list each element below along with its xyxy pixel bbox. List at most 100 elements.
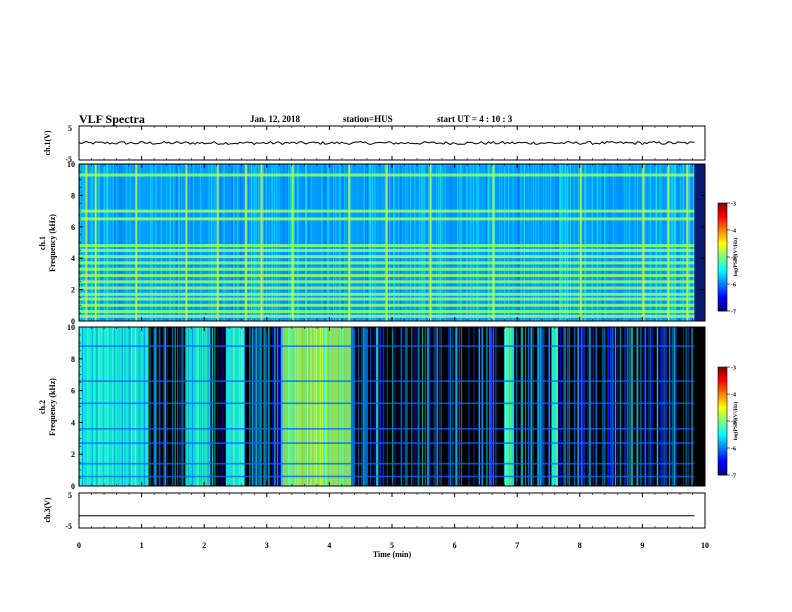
x-tick-label: 7 xyxy=(515,541,519,550)
colorbar-tick-label: -5 xyxy=(731,256,736,262)
ch1-noise-column xyxy=(383,164,385,321)
ch2-noise-column xyxy=(628,327,630,486)
ch1-noise-column xyxy=(306,164,307,321)
ch1-noise-column xyxy=(193,164,194,321)
ch1-noise-column xyxy=(670,164,672,321)
colorbar-segment xyxy=(718,275,727,278)
ch1-noise-column xyxy=(262,164,264,321)
ch2-spectrogram-ytick-label: 0 xyxy=(71,482,75,491)
ch2-active-interval xyxy=(79,327,148,486)
ch1-waveform-panel: 5 -5 ch.1(V) xyxy=(43,124,706,164)
colorbar-segment xyxy=(718,266,727,269)
ch2-noise-column xyxy=(492,327,494,486)
colorbar-segment xyxy=(718,367,727,370)
ch2-noise-column xyxy=(433,327,435,486)
colorbar-segment xyxy=(718,296,727,299)
ch2-noise-column xyxy=(255,327,257,486)
ch1-noise-column xyxy=(489,164,491,321)
ch2-noise-column xyxy=(180,327,182,486)
ch2-noise-column xyxy=(581,327,583,486)
ch2-noise-column xyxy=(595,327,597,486)
ch1-noise-column xyxy=(214,164,216,321)
ch1-noise-column xyxy=(268,164,270,321)
ch1-noise-column xyxy=(208,164,210,321)
ch1-noise-column xyxy=(504,164,506,321)
ch1-noise-column xyxy=(194,164,196,321)
ch1-noise-column xyxy=(477,164,479,321)
ch2-noise-column xyxy=(587,327,589,486)
ch1-noise-column xyxy=(293,164,295,321)
colorbar-segment xyxy=(718,455,727,458)
ch2-active-column xyxy=(202,327,204,486)
ch1-noise-column xyxy=(554,164,556,321)
ch2-noise-column xyxy=(611,327,613,486)
ch2-noise-column xyxy=(255,327,257,486)
ch2-noise-column xyxy=(439,327,441,486)
ch2-noise-column xyxy=(418,327,420,486)
ch1-noise-column xyxy=(109,164,111,321)
ch2-noise-column xyxy=(542,327,544,486)
ch1-noise-column xyxy=(457,164,459,321)
ch2-noise-column xyxy=(493,327,494,486)
ch1-noise-column xyxy=(98,164,100,321)
ch1-noise-column xyxy=(367,164,369,321)
colorbar-segment xyxy=(718,307,727,310)
ch1-noise-column xyxy=(389,164,390,321)
ch1-noise-column xyxy=(483,164,485,321)
colorbar-segment xyxy=(718,284,727,287)
ch2-noise-column xyxy=(361,327,363,486)
ch1-noise-column xyxy=(545,164,547,321)
ch1-noise-column xyxy=(237,164,239,321)
colorbar-segment xyxy=(718,305,727,308)
ch1-noise-column xyxy=(626,164,628,321)
ch1-noise-column xyxy=(464,164,466,321)
ch2-noise-column xyxy=(602,327,604,486)
ch1-spectrogram-ytick-label: 4 xyxy=(71,254,75,263)
ch1-noise-column xyxy=(314,164,316,321)
ch2-noise-column xyxy=(158,327,160,486)
ch2-active-column xyxy=(129,327,131,486)
colorbar-segment xyxy=(718,212,727,215)
ch1-noise-column xyxy=(490,164,492,321)
ch1-noise-column xyxy=(382,164,384,321)
ch1-noise-column xyxy=(520,164,522,321)
ch2-active-column xyxy=(240,327,242,486)
ch2-noise-column xyxy=(405,327,406,486)
ch1-noise-column xyxy=(578,164,580,321)
ch2-active-column xyxy=(187,327,189,486)
ch2-noise-column xyxy=(670,327,672,486)
ch2-noise-column xyxy=(607,327,609,486)
ch1-noise-column xyxy=(527,164,529,321)
colorbar-segment xyxy=(718,213,727,216)
ch1-noise-column xyxy=(479,164,481,321)
ch2-noise-column xyxy=(583,327,585,486)
ch1-noise-column xyxy=(320,164,322,321)
ch2-noise-column xyxy=(537,327,539,486)
ch1-noise-column xyxy=(634,164,636,321)
ch1-noise-column xyxy=(140,164,142,321)
ch2-active-column xyxy=(97,327,99,486)
colorbar-segment xyxy=(718,231,727,234)
colorbar-segment xyxy=(718,242,727,245)
ch2-active-column xyxy=(326,327,328,486)
ch1-noise-column xyxy=(168,164,170,321)
ch1-noise-column xyxy=(393,164,395,321)
ch2-noise-column xyxy=(530,327,532,486)
ch1-noise-column xyxy=(356,164,358,321)
ch1-noise-column xyxy=(255,164,257,321)
colorbar-segment xyxy=(718,244,727,247)
ch2-noise-column xyxy=(528,327,530,486)
ch2-noise-column xyxy=(370,327,372,486)
ch2-noise-column xyxy=(260,327,262,486)
ch2-spectrogram-ylabel-line2: Frequency (kHz) xyxy=(48,378,57,436)
ch2-active-column xyxy=(306,327,308,486)
ch2-noise-column xyxy=(478,327,480,486)
ch1-noise-column xyxy=(189,164,191,321)
ch1-noise-column xyxy=(601,164,603,321)
ch1-noise-column xyxy=(618,164,620,321)
ch1-noise-column xyxy=(258,164,260,321)
ch1-noise-column xyxy=(693,164,695,321)
ch2-active-column xyxy=(228,327,230,486)
ch1-noise-column xyxy=(304,164,305,321)
ch1-noise-column xyxy=(508,164,510,321)
